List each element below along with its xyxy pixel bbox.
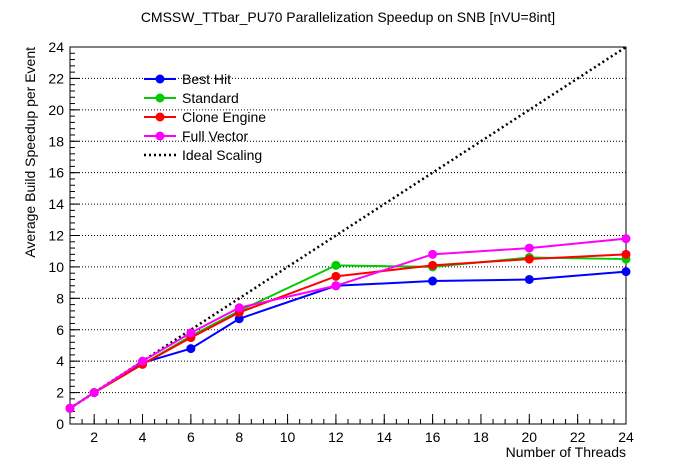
data-point-full-vector [65,403,75,413]
y-axis-label: Average Build Speedup per Event [22,47,38,258]
x-tick-label: 2 [90,429,98,445]
y-tick-label: 2 [56,385,64,401]
data-point-full-vector [621,234,631,244]
y-tick-label: 4 [56,353,64,369]
x-tick-label: 8 [235,429,243,445]
data-point-full-vector [234,303,244,313]
data-point-full-vector [331,281,341,291]
data-point-full-vector [138,356,148,366]
legend-label-clone-engine: Clone Engine [182,109,266,125]
y-tick-label: 16 [48,165,64,181]
x-tick-label: 18 [473,429,489,445]
data-point-full-vector [186,328,196,338]
legend-marker-best-hit [155,74,165,84]
y-tick-label: 24 [48,39,64,55]
y-tick-label: 8 [56,290,64,306]
y-tick-label: 10 [48,259,64,275]
x-tick-label: 12 [328,429,344,445]
data-point-clone-engine [621,249,631,259]
x-tick-label: 10 [280,429,296,445]
data-point-best-hit [234,314,244,324]
chart-title: CMSSW_TTbar_PU70 Parallelization Speedup… [141,9,555,25]
data-point-clone-engine [524,254,534,264]
x-tick-label: 22 [570,429,586,445]
legend-label-full-vector: Full Vector [182,128,248,144]
legend: Best Hit Standard Clone Engine Full Vector I… [144,71,266,163]
data-point-standard [331,260,341,270]
y-tick-label: 0 [56,416,64,432]
series-group [65,45,631,413]
data-point-best-hit [186,344,196,354]
legend-marker-standard [155,93,165,103]
x-tick-label: 24 [618,429,634,445]
x-tick-label: 20 [522,429,538,445]
y-tick-label: 14 [48,196,64,212]
y-tick-label: 6 [56,322,64,338]
legend-marker-full-vector [155,131,165,141]
data-point-best-hit [428,276,438,286]
legend-label-ideal-scaling: Ideal Scaling [182,147,262,163]
x-axis-label: Number of Threads [506,444,626,460]
legend-label-best-hit: Best Hit [182,71,231,87]
y-tick-label: 18 [48,133,64,149]
grid-lines [70,77,626,394]
data-point-full-vector [524,243,534,253]
data-point-full-vector [89,388,99,398]
legend-label-standard: Standard [182,90,239,106]
series-line-full-vector [69,237,627,410]
plot-frame [69,46,627,425]
y-tick-label: 12 [48,228,64,244]
series-line-best-hit [69,270,627,410]
x-tick-label: 6 [187,429,195,445]
x-tick-label: 14 [376,429,392,445]
data-point-best-hit [524,274,534,284]
data-point-best-hit [621,267,631,277]
y-tick-label: 22 [48,70,64,86]
series-line-standard [69,256,627,410]
x-tick-label: 16 [425,429,441,445]
data-point-clone-engine [428,260,438,270]
data-point-full-vector [428,249,438,259]
y-tick-label: 20 [48,102,64,118]
legend-marker-clone-engine [155,112,165,122]
data-point-clone-engine [331,271,341,281]
x-tick-label: 4 [139,429,147,445]
ideal-scaling-line [69,45,627,410]
